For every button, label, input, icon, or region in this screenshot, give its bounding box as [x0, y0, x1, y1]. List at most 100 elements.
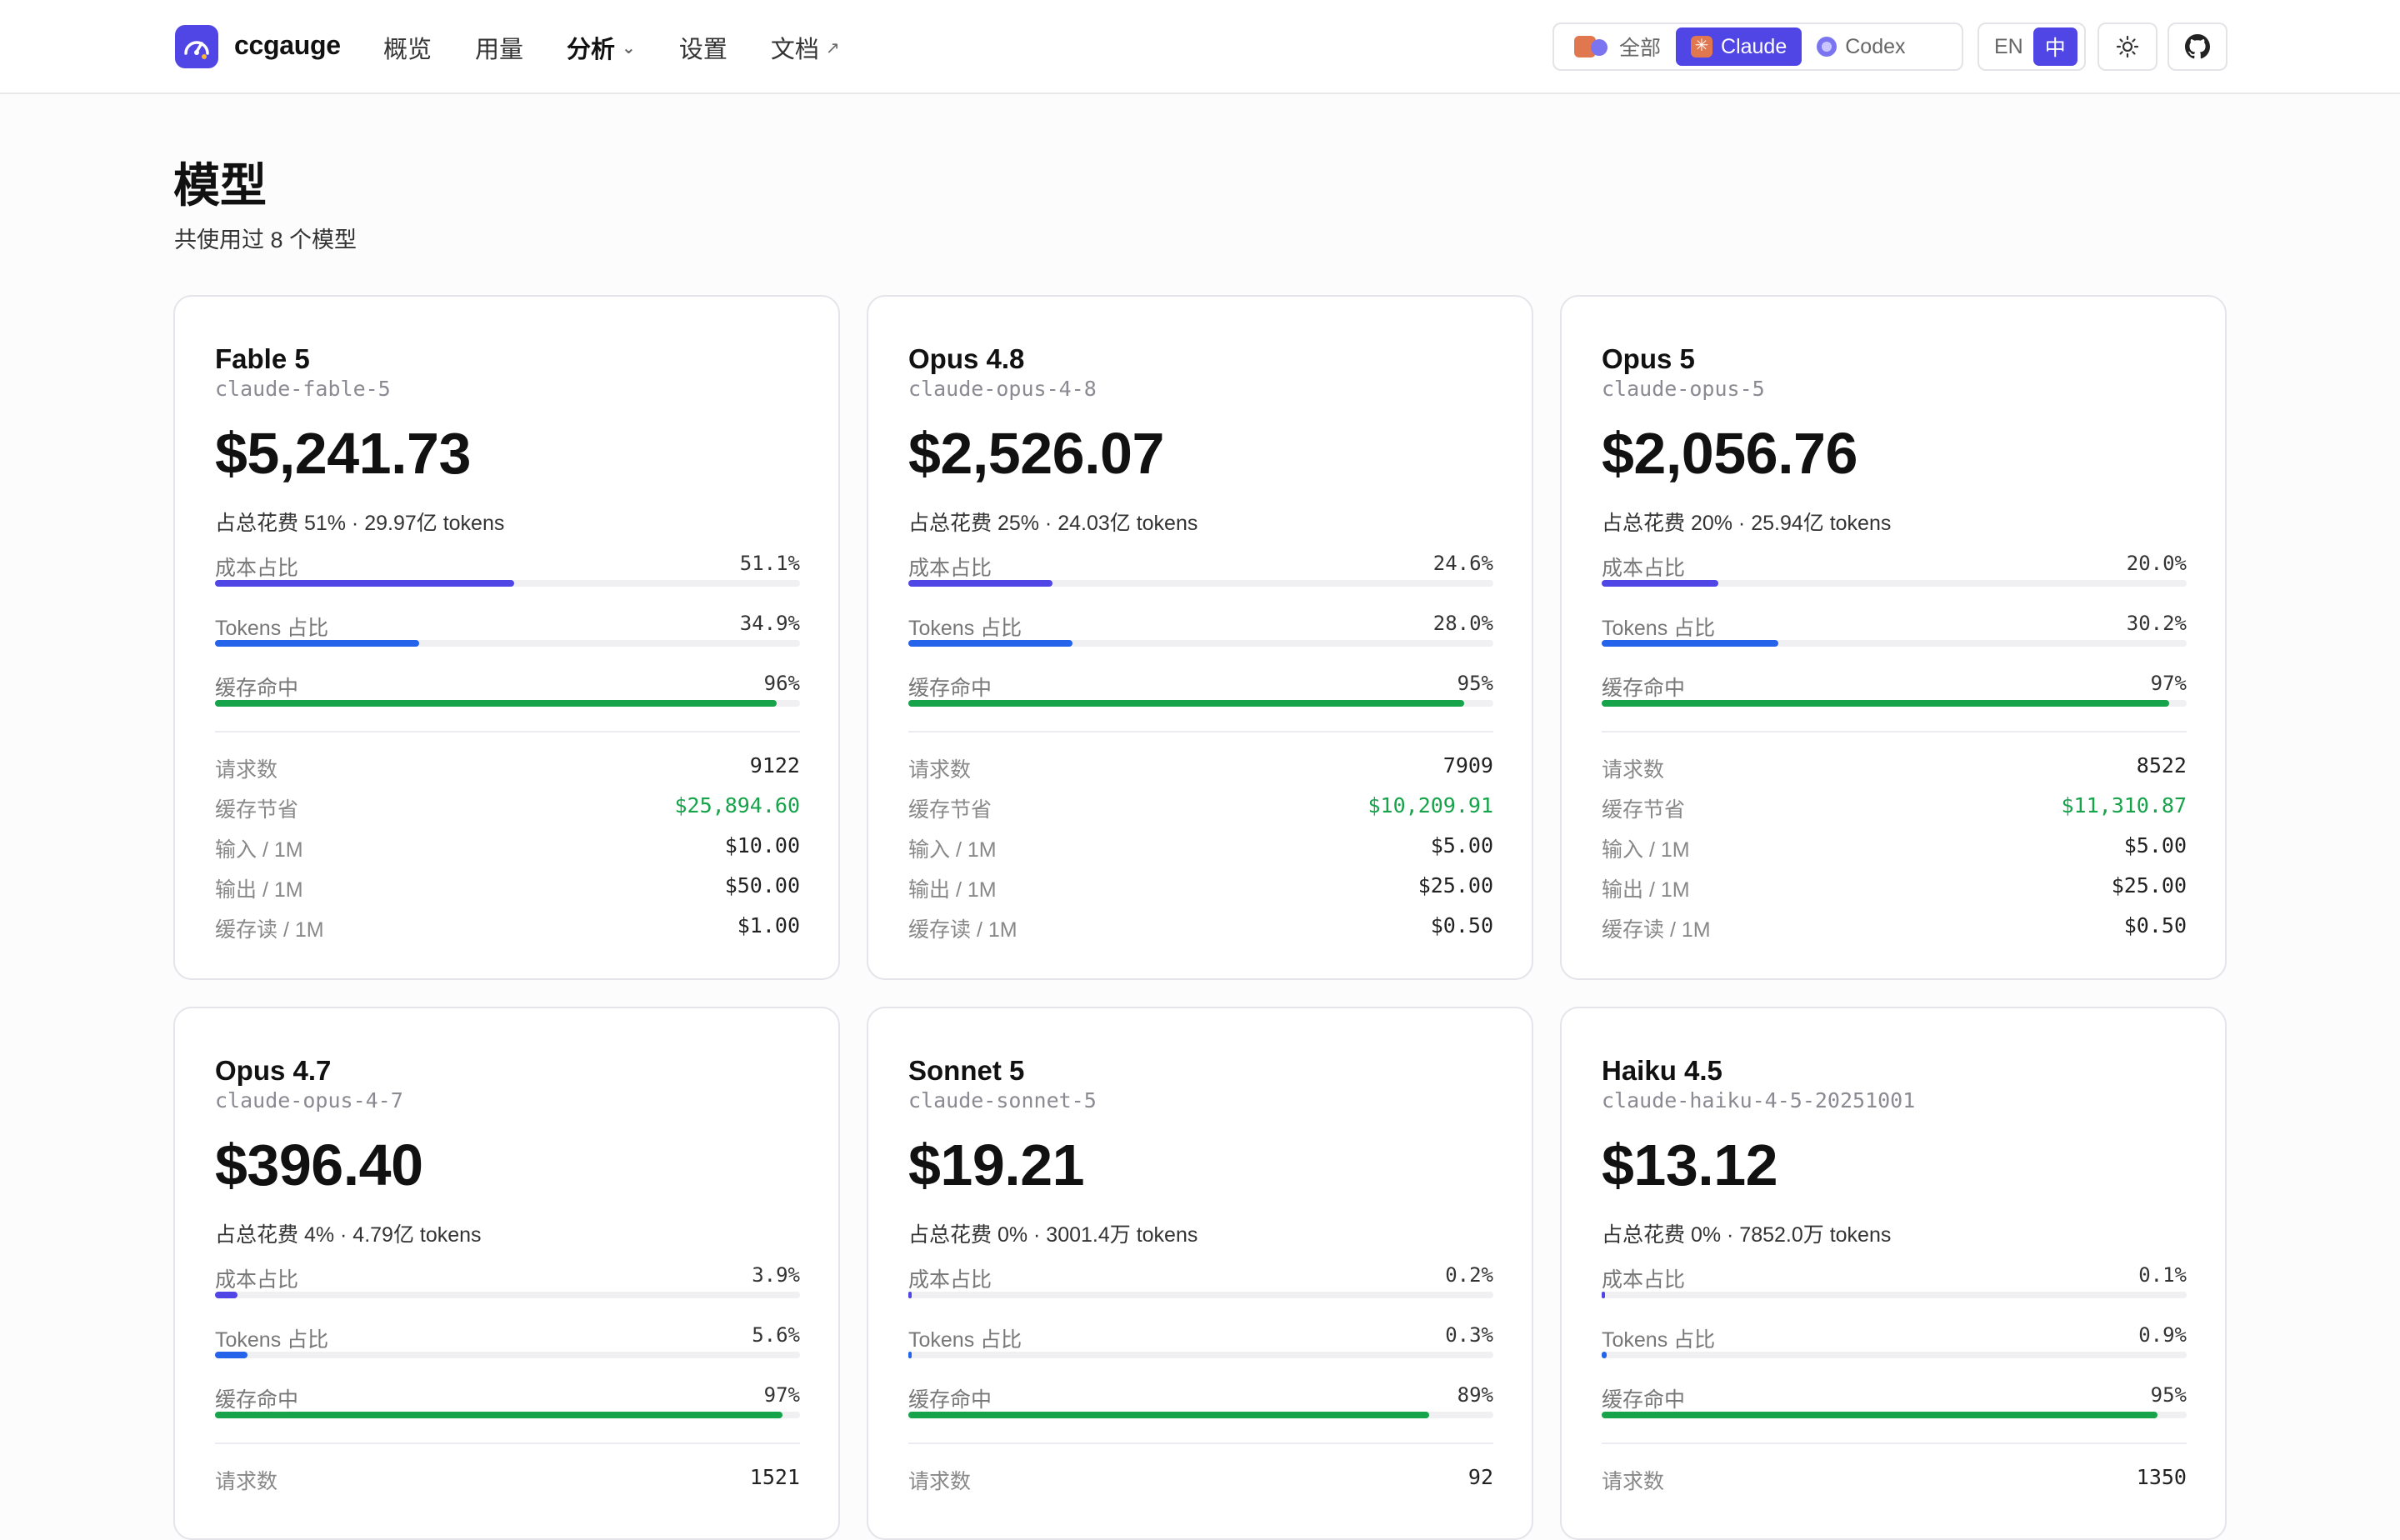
app-logo[interactable] — [175, 25, 218, 68]
cache-savings-row: 缓存节省 $25,894.60 — [215, 793, 800, 822]
cache-hit-track — [215, 700, 800, 707]
input-price-label: 输入 / 1M — [908, 838, 997, 862]
cache-hit-label: 缓存命中 — [215, 1388, 299, 1412]
requests-row: 请求数 92 — [908, 1465, 1493, 1493]
lang-en-button[interactable]: EN — [1994, 34, 2023, 58]
claude-icon — [1691, 35, 1713, 58]
language-toggle: EN 中 — [1978, 22, 2086, 71]
model-summary: 占总花费 0% · 7852.0万 tokens — [1602, 1223, 1892, 1247]
cache-hit-label: 缓存命中 — [908, 677, 992, 700]
cost-share-row: 成本占比 0.1% — [1602, 1263, 2187, 1313]
model-name: Opus 4.8 — [908, 343, 1025, 374]
token-share-value: 30.2% — [2126, 612, 2187, 635]
output-price-label: 输出 / 1M — [1602, 878, 1690, 902]
token-share-value: 0.3% — [1445, 1323, 1493, 1347]
requests-label: 请求数 — [215, 1470, 278, 1493]
output-price-value: $25.00 — [1418, 873, 1493, 898]
token-share-track — [215, 640, 800, 647]
requests-value: 1521 — [749, 1465, 800, 1489]
all-sources-icon — [1574, 36, 1611, 58]
model-card[interactable]: Fable 5 claude-fable-5 $5,241.73 占总花费 51… — [173, 295, 840, 980]
token-share-bar — [1602, 640, 1778, 647]
cache-hit-row: 缓存命中 89% — [908, 1383, 1493, 1433]
token-share-label: Tokens 占比 — [1602, 1328, 1716, 1352]
cache-hit-value: 95% — [1457, 672, 1493, 695]
cost-share-row: 成本占比 0.2% — [908, 1263, 1493, 1313]
nav-docs[interactable]: 文档 ↗ — [771, 30, 840, 65]
token-share-row: Tokens 占比 5.6% — [215, 1323, 800, 1373]
cache-hit-label: 缓存命中 — [215, 677, 299, 700]
filter-all-button[interactable]: 全部 — [1559, 28, 1676, 66]
requests-value: 1350 — [2136, 1465, 2187, 1489]
token-share-track — [1602, 640, 2187, 647]
brand-name[interactable]: ccgauge — [234, 30, 341, 60]
cost-share-value: 51.1% — [739, 552, 800, 575]
cache-hit-row: 缓存命中 97% — [215, 1383, 800, 1433]
nav-settings[interactable]: 设置 — [679, 30, 728, 65]
input-price-label: 输入 / 1M — [1602, 838, 1690, 862]
cache-hit-label: 缓存命中 — [1602, 677, 1686, 700]
github-button[interactable] — [2168, 22, 2228, 71]
requests-label: 请求数 — [215, 758, 278, 782]
token-share-bar — [215, 1352, 248, 1358]
cache-savings-value: $25,894.60 — [674, 793, 800, 818]
nav-overview[interactable]: 概览 — [383, 30, 432, 65]
token-share-row: Tokens 占比 34.9% — [215, 612, 800, 662]
filter-claude-button[interactable]: Claude — [1676, 28, 1802, 66]
cache-hit-bar — [215, 700, 777, 707]
cost-share-value: 20.0% — [2126, 552, 2187, 575]
nav-analysis[interactable]: 分析 ⌄ — [567, 30, 636, 65]
cache-savings-label: 缓存节省 — [908, 798, 992, 822]
model-card[interactable]: Sonnet 5 claude-sonnet-5 $19.21 占总花费 0% … — [867, 1007, 1533, 1540]
cache-hit-track — [908, 700, 1493, 707]
output-price-value: $50.00 — [724, 873, 800, 898]
cache-hit-bar — [1602, 700, 2169, 707]
output-price-row: 输出 / 1M $25.00 — [908, 873, 1493, 902]
input-price-row: 输入 / 1M $10.00 — [215, 833, 800, 862]
nav-analysis-label: 分析 — [567, 37, 616, 63]
model-name: Haiku 4.5 — [1602, 1055, 1722, 1086]
codex-icon — [1817, 37, 1838, 57]
token-share-label: Tokens 占比 — [908, 617, 1022, 640]
input-price-value: $10.00 — [724, 833, 800, 858]
token-share-track — [908, 640, 1493, 647]
model-total-cost: $19.21 — [908, 1132, 1085, 1198]
cache-hit-bar — [1602, 1412, 2158, 1418]
cache-hit-label: 缓存命中 — [908, 1388, 992, 1412]
cost-share-value: 24.6% — [1432, 552, 1493, 575]
theme-toggle-button[interactable] — [2098, 22, 2158, 71]
model-id: claude-opus-4-8 — [908, 377, 1097, 401]
cache-hit-track — [215, 1412, 800, 1418]
nav-usage[interactable]: 用量 — [475, 30, 523, 65]
page-subtitle: 共使用过 8 个模型 — [174, 228, 358, 252]
filter-codex-button[interactable]: Codex — [1802, 28, 1920, 66]
cost-share-value: 0.2% — [1445, 1263, 1493, 1287]
model-total-cost: $2,526.07 — [908, 421, 1164, 486]
model-card[interactable]: Opus 4.7 claude-opus-4-7 $396.40 占总花费 4%… — [173, 1007, 840, 1540]
chevron-down-icon: ⌄ — [622, 38, 636, 58]
input-price-value: $5.00 — [1430, 833, 1493, 858]
token-share-bar — [215, 640, 419, 647]
model-total-cost: $396.40 — [215, 1132, 423, 1198]
card-divider — [908, 1442, 1493, 1444]
lang-zh-button[interactable]: 中 — [2032, 28, 2078, 66]
model-card[interactable]: Haiku 4.5 claude-haiku-4-5-20251001 $13.… — [1560, 1007, 2227, 1540]
cache-hit-bar — [908, 1412, 1429, 1418]
token-share-label: Tokens 占比 — [215, 1328, 329, 1352]
model-id: claude-fable-5 — [215, 377, 391, 401]
cost-share-label: 成本占比 — [908, 1268, 992, 1292]
model-name: Fable 5 — [215, 343, 310, 374]
model-summary: 占总花费 0% · 3001.4万 tokens — [908, 1223, 1198, 1247]
model-card[interactable]: Opus 4.8 claude-opus-4-8 $2,526.07 占总花费 … — [867, 295, 1533, 980]
model-summary: 占总花费 25% · 24.03亿 tokens — [908, 512, 1198, 535]
token-share-bar — [908, 640, 1072, 647]
requests-value: 8522 — [2136, 753, 2187, 778]
cost-share-label: 成本占比 — [215, 1268, 299, 1292]
external-link-icon: ↗ — [825, 38, 840, 58]
model-card[interactable]: Opus 5 claude-opus-5 $2,056.76 占总花费 20% … — [1560, 295, 2227, 980]
requests-row: 请求数 1350 — [1602, 1465, 2187, 1493]
nav-overview-label: 概览 — [383, 37, 432, 63]
main-nav: 概览 用量 分析 ⌄ 设置 文档 ↗ — [383, 30, 840, 65]
requests-label: 请求数 — [908, 1470, 972, 1493]
cache-hit-value: 96% — [763, 672, 800, 695]
